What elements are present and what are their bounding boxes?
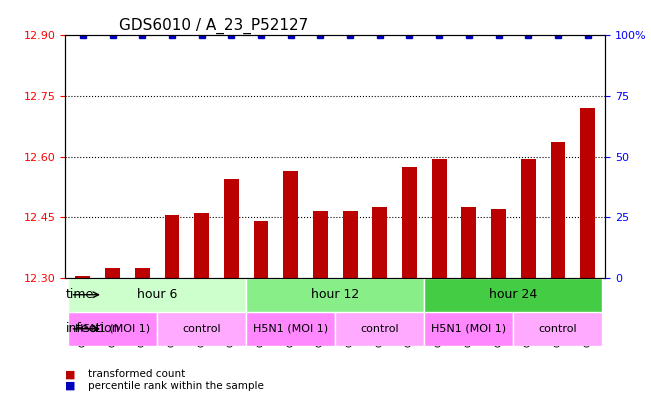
Bar xyxy=(283,171,298,278)
Text: GDS6010 / A_23_P52127: GDS6010 / A_23_P52127 xyxy=(119,18,309,34)
Bar xyxy=(76,275,90,278)
Text: control: control xyxy=(361,324,399,334)
Bar xyxy=(313,211,328,278)
Bar xyxy=(165,215,180,278)
Text: transformed count: transformed count xyxy=(88,369,185,379)
Text: hour 12: hour 12 xyxy=(311,288,359,301)
Bar xyxy=(342,211,357,278)
Text: percentile rank within the sample: percentile rank within the sample xyxy=(88,381,264,391)
FancyBboxPatch shape xyxy=(68,312,157,346)
Text: control: control xyxy=(182,324,221,334)
Text: ■: ■ xyxy=(65,381,76,391)
FancyBboxPatch shape xyxy=(246,312,335,346)
Bar xyxy=(372,207,387,278)
Text: hour 24: hour 24 xyxy=(490,288,538,301)
Text: H5N1 (MOI 1): H5N1 (MOI 1) xyxy=(253,324,328,334)
Bar xyxy=(135,268,150,278)
Text: control: control xyxy=(538,324,577,334)
FancyBboxPatch shape xyxy=(424,278,602,312)
Text: H5N1 (MOI 1): H5N1 (MOI 1) xyxy=(432,324,506,334)
FancyBboxPatch shape xyxy=(514,312,602,346)
Bar xyxy=(521,158,536,278)
Bar xyxy=(194,213,209,278)
Bar xyxy=(105,268,120,278)
FancyBboxPatch shape xyxy=(424,312,514,346)
Bar xyxy=(551,142,565,278)
Text: hour 6: hour 6 xyxy=(137,288,177,301)
Text: ■: ■ xyxy=(65,369,76,379)
Bar xyxy=(491,209,506,278)
Bar xyxy=(224,179,239,278)
Bar xyxy=(462,207,477,278)
Text: time: time xyxy=(66,288,94,301)
Text: infection: infection xyxy=(66,322,120,335)
Bar xyxy=(432,158,447,278)
FancyBboxPatch shape xyxy=(157,312,246,346)
FancyBboxPatch shape xyxy=(335,312,424,346)
Text: H5N1 (MOI 1): H5N1 (MOI 1) xyxy=(75,324,150,334)
FancyBboxPatch shape xyxy=(246,278,424,312)
FancyBboxPatch shape xyxy=(68,278,246,312)
Bar xyxy=(254,221,268,278)
Bar xyxy=(580,108,595,278)
Bar xyxy=(402,167,417,278)
